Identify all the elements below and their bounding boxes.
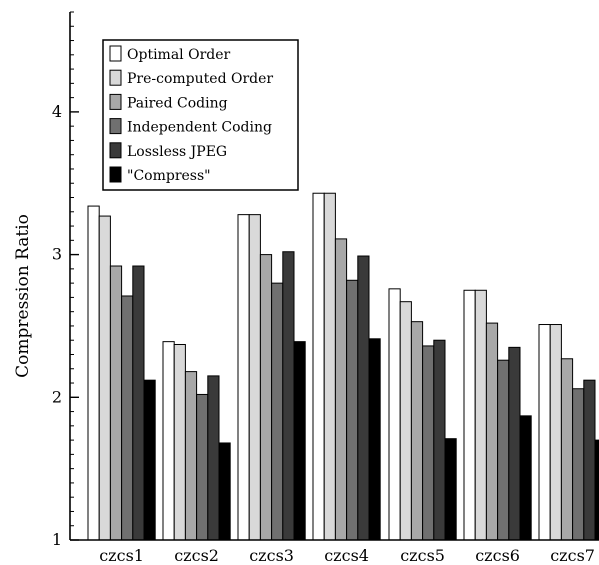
bar-czcs3-series-4	[282, 251, 295, 541]
bar-czcs6-series-3	[497, 359, 510, 541]
bar-czcs4-series-5	[368, 338, 381, 541]
x-tick-label: czcs6	[475, 546, 520, 565]
bar-czcs7-series-4	[583, 379, 596, 541]
bar-czcs3-series-3	[271, 282, 284, 541]
bar-group-czcs3	[237, 214, 306, 541]
x-tick-label: czcs3	[249, 546, 294, 565]
bar-czcs7-series-3	[572, 388, 585, 541]
legend-swatch	[109, 118, 122, 135]
bar-czcs2-series-3	[196, 393, 209, 541]
legend-label: Pre-computed Order	[127, 71, 273, 87]
bar-czcs1-series-3	[121, 295, 134, 541]
bar-czcs4-series-1	[323, 192, 336, 541]
bar-czcs4-series-2	[334, 238, 348, 541]
bar-czcs2-series-2	[184, 371, 198, 541]
bar-group-czcs4	[312, 192, 381, 541]
bar-czcs1-series-4	[132, 265, 145, 541]
axes-layer	[69, 12, 599, 541]
bar-czcs7-series-5	[594, 439, 599, 541]
bar-czcs4-series-3	[346, 279, 359, 541]
bar-group-czcs6	[463, 289, 532, 541]
bar-czcs4-series-0	[312, 192, 325, 541]
bar-czcs7-series-1	[549, 324, 562, 541]
x-tick-label: czcs1	[99, 546, 144, 565]
legend-swatch	[109, 69, 122, 86]
bar-czcs2-series-0	[162, 341, 175, 541]
bar-group-czcs7	[538, 324, 599, 541]
bar-czcs1-series-0	[87, 205, 100, 541]
bar-czcs6-series-5	[519, 415, 532, 541]
bar-czcs6-series-4	[508, 346, 521, 541]
legend-swatch	[109, 142, 122, 159]
legend-swatch	[109, 45, 122, 62]
bar-czcs3-series-5	[293, 341, 306, 541]
bar-czcs5-series-2	[410, 321, 424, 541]
bar-czcs3-series-0	[237, 214, 250, 541]
y-ticks: 1 2 3 4	[52, 11, 79, 549]
x-tick-label: czcs5	[400, 546, 445, 565]
bar-czcs4-series-4	[357, 255, 370, 541]
x-tick-label: czcs7	[550, 546, 595, 565]
legend-label: Lossless JPEG	[127, 144, 227, 160]
bar-czcs2-series-5	[218, 442, 231, 541]
x-tick-label: czcs4	[324, 546, 369, 565]
x-tick-labels: czcs1 czcs2 czcs3 czcs4 czcs5 czcs6 czcs7	[99, 546, 595, 565]
bar-czcs1-series-1	[98, 215, 111, 541]
bar-czcs6-series-2	[485, 322, 499, 541]
legend: Optimal Order Pre-computed Order Paired Co…	[102, 39, 299, 191]
x-tick-label: czcs2	[174, 546, 219, 565]
legend-swatch	[109, 166, 122, 183]
legend-label: Paired Coding	[127, 95, 228, 111]
bar-czcs2-series-1	[173, 343, 186, 541]
bar-czcs5-series-0	[388, 288, 401, 541]
bar-group-czcs5	[388, 288, 457, 541]
bar-czcs5-series-3	[422, 345, 435, 541]
legend-box	[102, 39, 299, 191]
bar-czcs5-series-5	[444, 438, 457, 541]
y-tick-label: 2	[52, 387, 62, 406]
y-tick-label: 1	[52, 530, 62, 549]
y-tick-label: 4	[52, 102, 62, 121]
legend-label: Independent Coding	[127, 120, 272, 136]
legend-label: "Compress"	[127, 168, 211, 184]
legend-label: Optimal Order	[127, 47, 231, 63]
legend-swatch	[109, 93, 122, 110]
bar-group-czcs2	[162, 341, 231, 541]
y-axis-label: Compression Ratio	[13, 214, 33, 378]
bar-czcs6-series-1	[474, 289, 487, 541]
bar-czcs5-series-4	[433, 339, 446, 541]
bar-czcs2-series-4	[207, 375, 220, 541]
bar-czcs1-series-5	[143, 379, 156, 541]
bar-czcs1-series-2	[109, 265, 123, 541]
bar-czcs3-series-1	[248, 214, 261, 541]
y-tick-label: 3	[52, 245, 62, 264]
bar-czcs7-series-0	[538, 324, 551, 541]
bars-layer	[87, 192, 599, 541]
bar-czcs5-series-1	[399, 301, 412, 541]
bar-czcs3-series-2	[259, 254, 273, 541]
bar-czcs6-series-0	[463, 289, 476, 541]
bar-group-czcs1	[87, 205, 156, 541]
bar-czcs7-series-2	[560, 358, 574, 541]
